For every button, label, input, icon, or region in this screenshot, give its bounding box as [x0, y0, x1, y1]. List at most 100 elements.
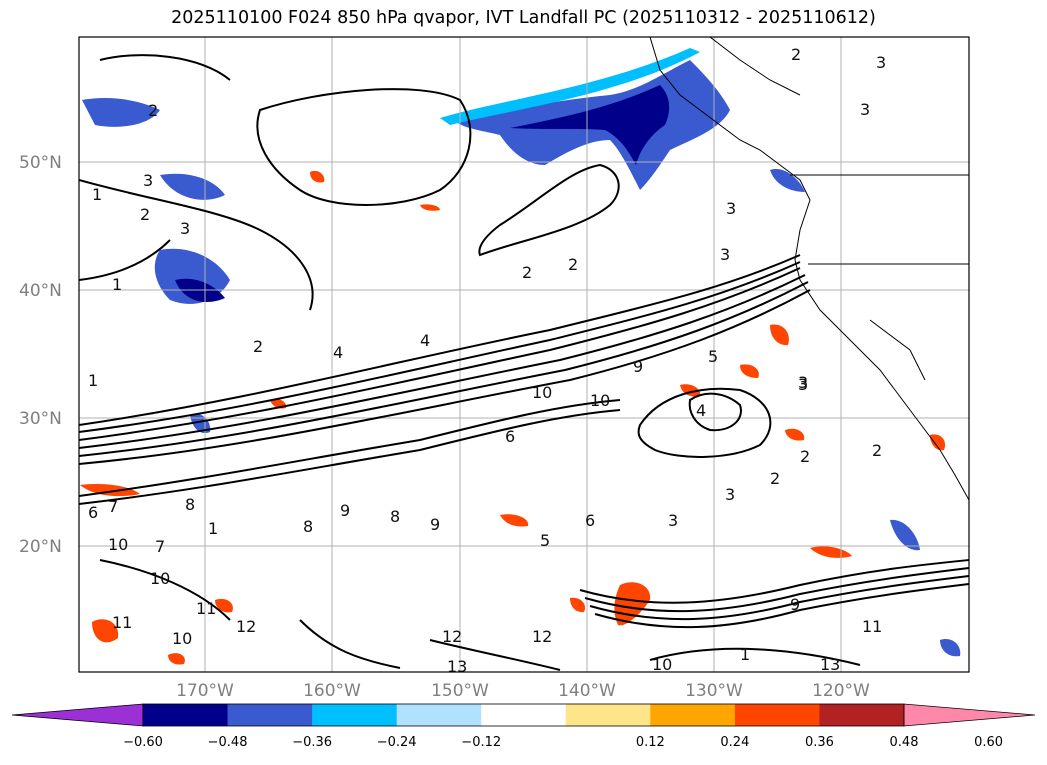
contour-label: 12: [442, 627, 462, 646]
contour-label: 10: [108, 535, 128, 554]
contour-label: 2: [568, 255, 578, 274]
shade-cyan-edge: [440, 48, 700, 125]
graticule: [79, 37, 969, 672]
contour-label: 1: [92, 185, 102, 204]
contour-label: 10: [652, 655, 672, 674]
map-title: 2025110100 F024 850 hPa qvapor, IVT Land…: [171, 8, 876, 28]
contour-label: 2: [791, 45, 801, 64]
contour-label: 3: [725, 485, 735, 504]
shade-orange-c6: [420, 204, 440, 211]
shade-orange-c3: [785, 428, 805, 441]
lat-label: 50°N: [19, 153, 62, 173]
lat-label: 30°N: [19, 409, 62, 429]
contour-label: 13: [447, 657, 467, 676]
colorbar: −0.60 −0.48 −0.36 −0.24 −0.12 0.12 0.24 0.36 0.4…: [11, 703, 1036, 750]
colorbar-tick-label: −0.24: [377, 735, 417, 750]
map-plot-area: 2 3 1 2 3 3 2 2 1 1 3 3 3 4 4 3 2 2 10 6: [78, 36, 970, 676]
colorbar-extend-high: [903, 703, 1036, 727]
ivt-contours: [79, 54, 969, 671]
contour-label: 10: [532, 383, 552, 402]
contour-label: 10: [172, 629, 192, 648]
contour-label: 12: [532, 627, 552, 646]
longitude-labels: 170°W 160°W 150°W 140°W 130°W 120°W: [176, 681, 870, 701]
contour-label: 2: [800, 447, 810, 466]
shade-blue-nw: [82, 98, 160, 127]
contour-label: 2: [140, 205, 150, 224]
shade-navy-plume: [510, 85, 670, 165]
colorbar-ticks: −0.60 −0.48 −0.36 −0.24 −0.12 0.12 0.24 0.36 0.4…: [123, 735, 1003, 750]
shade-orange-w: [80, 484, 140, 497]
contour-label: 6: [88, 503, 98, 522]
contour-label: 2: [253, 337, 263, 356]
contour-label: 2: [148, 101, 158, 120]
colorbar-segments: [11, 703, 1036, 727]
contour-label: 5: [708, 347, 718, 366]
contour-label: 8: [390, 507, 400, 526]
shade-orange-c4: [500, 514, 529, 527]
shade-orange-c7: [168, 653, 185, 665]
lon-label: 120°W: [812, 681, 870, 701]
contour-label: 13: [820, 655, 840, 674]
contour-label: 2: [522, 263, 532, 282]
colorbar-extend-low: [11, 703, 144, 727]
contour-label: 6: [585, 511, 595, 530]
lon-label: 150°W: [431, 681, 489, 701]
shade-orange-c2: [770, 324, 789, 346]
shade-blue-ne: [770, 169, 805, 192]
contour-label: 1: [88, 371, 98, 390]
colorbar-segment: [396, 704, 482, 726]
colorbar-segment: [312, 704, 398, 726]
lon-label: 170°W: [176, 681, 234, 701]
contour-label: 12: [236, 617, 256, 636]
contour-label: 3: [860, 100, 870, 119]
contour-label: 10: [590, 391, 610, 410]
contour-label: 11: [862, 617, 882, 636]
contour-label: 11: [112, 613, 132, 632]
colorbar-segment: [143, 704, 229, 726]
contour-label: 4: [420, 331, 430, 350]
contour-label: 9: [633, 357, 643, 376]
plot-frame: [78, 36, 970, 673]
contour-label: 2: [872, 441, 882, 460]
contour-label: 1: [112, 275, 122, 294]
contour-label: 2: [770, 469, 780, 488]
contour-label: 3: [798, 375, 808, 394]
colorbar-tick-label: 0.60: [974, 735, 1003, 750]
colorbar-tick-label: −0.12: [461, 735, 501, 750]
colorbar-tick-label: 0.12: [636, 735, 665, 750]
colorbar-tick-label: −0.36: [292, 735, 332, 750]
contour-label: 9: [790, 595, 800, 614]
shade-blue-mid: [160, 173, 225, 200]
lon-label: 160°W: [303, 681, 361, 701]
contour-label: 7: [108, 497, 118, 516]
colorbar-segment: [227, 704, 313, 726]
shade-orange-c10: [930, 434, 946, 451]
colorbar-segment: [565, 704, 651, 726]
contour-label: 9: [340, 501, 350, 520]
contour-labels: 2 3 1 2 3 3 2 2 1 1 3 3 3 4 4 3 2 2 10 6: [88, 45, 886, 676]
contour-label: 1: [740, 645, 750, 664]
shade-blue-east: [890, 519, 920, 551]
contour-label: 3: [726, 199, 736, 218]
colorbar-segment: [650, 704, 736, 726]
shade-orange-c5: [310, 170, 325, 183]
colorbar-frame: [142, 703, 905, 727]
contour-label: 8: [303, 517, 313, 536]
shade-orange-c11: [740, 364, 759, 378]
lon-label: 140°W: [558, 681, 616, 701]
shade-orange-c: [680, 384, 701, 397]
shade-orange-c9: [570, 597, 586, 613]
contour-label: 3: [180, 219, 190, 238]
lon-label: 130°W: [685, 681, 743, 701]
contour-label: 4: [696, 401, 706, 420]
lat-label: 20°N: [19, 537, 62, 557]
contour-label: 3: [720, 245, 730, 264]
colorbar-tick-label: −0.48: [208, 735, 248, 750]
contour-label: 3: [668, 511, 678, 530]
contour-label: 3: [143, 171, 153, 190]
shade-orange-c8: [215, 598, 233, 613]
colorbar-tick-label: 0.48: [890, 735, 919, 750]
contour-label: 1: [208, 519, 218, 538]
colorbar-segment: [481, 704, 567, 726]
